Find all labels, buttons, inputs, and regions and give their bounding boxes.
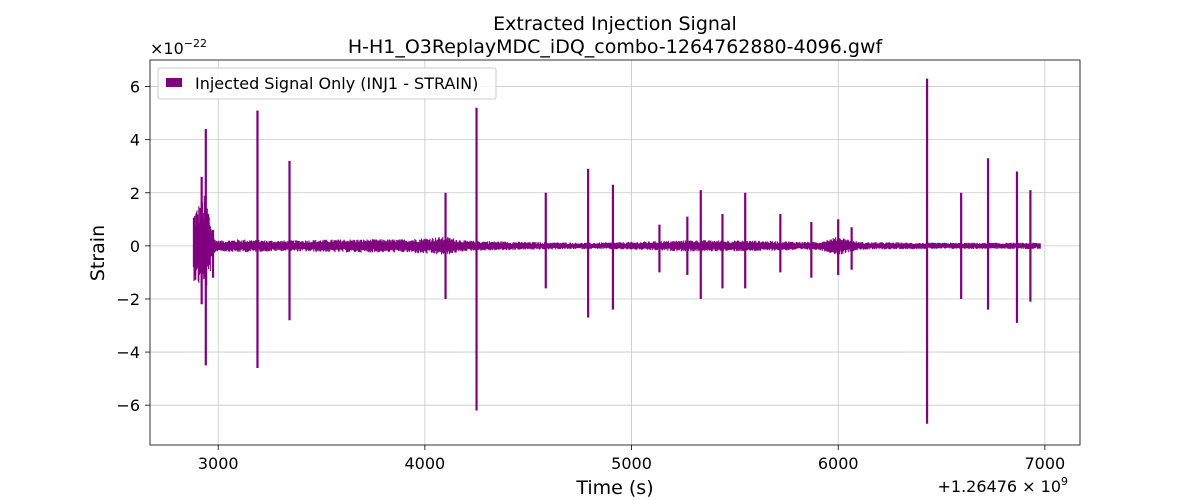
y-tick-label: 4: [130, 131, 140, 150]
y-tick-label: −4: [116, 343, 140, 362]
plot-frame: [149, 59, 1081, 446]
chart-title-line1: Extracted Injection Signal: [493, 13, 737, 35]
plot-area: [150, 60, 1080, 445]
signal-core-band: [193, 244, 1041, 248]
legend-label: Injected Signal Only (INJ1 - STRAIN): [195, 74, 478, 93]
y-tick-label: 0: [130, 237, 140, 256]
chart-title-line2: H-H1_O3ReplayMDC_iDQ_combo-1264762880-40…: [348, 36, 884, 58]
x-tick-label: 6000: [818, 454, 859, 473]
y-tick-label: 2: [130, 184, 140, 203]
x-tick-label: 4000: [405, 454, 446, 473]
legend-box: [157, 67, 497, 100]
y-tick-label: −6: [116, 396, 140, 415]
x-offset: +1.26476 × 109: [937, 475, 1068, 496]
y-axis-label: Strain: [87, 225, 109, 281]
x-tick-label: 5000: [611, 454, 652, 473]
x-axis-label: Time (s): [575, 477, 653, 499]
y-tick-label: 6: [130, 78, 140, 97]
x-tick-label: 7000: [1025, 454, 1066, 473]
y-multiplier: ×10−22: [150, 37, 207, 58]
tick-layer: 3000 4000 5000 6000 7000 −6 −4 −2 0 2 4 6: [116, 78, 1065, 473]
data-layer: [192, 78, 1041, 424]
y-tick-label: −2: [116, 290, 140, 309]
legend: Injected Signal Only (INJ1 - STRAIN): [157, 67, 497, 100]
x-tick-label: 3000: [198, 454, 239, 473]
legend-swatch: [166, 78, 182, 87]
